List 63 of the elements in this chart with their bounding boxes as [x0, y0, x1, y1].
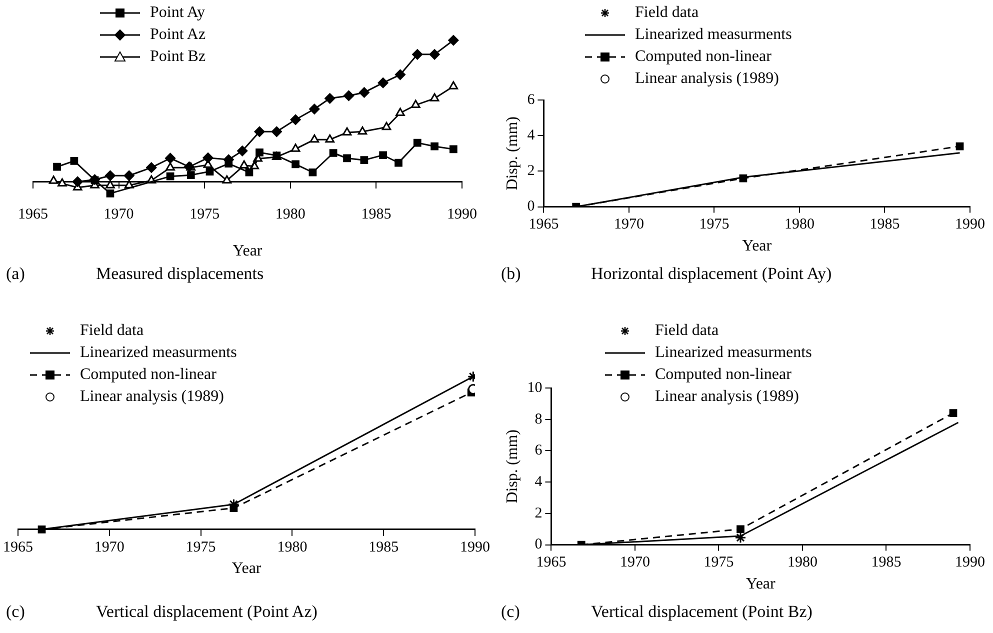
text: Vertical displacement (Point Bz) [591, 602, 812, 622]
y-tick-label: 4 [534, 474, 543, 490]
legend-label: Computed non-linear [655, 365, 792, 385]
x-tick-label: 1970 [614, 216, 644, 233]
y-axis-title: Disp. (mm) [504, 430, 521, 504]
x-tick-label: 1985 [870, 216, 900, 233]
x-tick-label: 1965 [18, 206, 48, 223]
y-tick-label: 10 [527, 380, 542, 396]
legend-label: Linearized measurments [655, 343, 812, 363]
x-tick-label: 1985 [361, 206, 392, 223]
text: Horizontal displacement (Point Ay) [591, 264, 832, 284]
legend-label: Point Ay [150, 3, 205, 23]
legend-label: Field data [655, 321, 719, 341]
x-tick-label: 1990 [955, 216, 985, 233]
x-tick-label: 1990 [955, 554, 985, 571]
legend-label: Computed non-linear [635, 47, 772, 67]
x-tick-label: 1970 [94, 539, 124, 556]
y-tick-label: 4 [527, 128, 536, 144]
x-tick-label: 1965 [528, 216, 559, 233]
x-tick-label: 1965 [3, 539, 33, 556]
x-tick-label: 1980 [277, 539, 308, 556]
x-axis-title: Year [232, 560, 262, 578]
x-tick-label: 1975 [699, 216, 730, 233]
legend-label: Point Bz [150, 47, 206, 67]
x-tick-label: 1990 [460, 539, 490, 556]
x-tick-label: 1985 [871, 554, 902, 571]
legend-label: Linearized measurments [80, 343, 237, 363]
y-tick-label: 0 [534, 536, 542, 553]
x-tick-label: 1980 [784, 216, 814, 233]
y-tick-label: 0 [527, 198, 535, 215]
legend-label: Computed non-linear [80, 365, 216, 385]
legend-label: Point Az [150, 25, 206, 45]
y-tick-label: 2 [527, 163, 535, 180]
text: (b) [501, 264, 521, 283]
x-tick-label: 1970 [104, 206, 134, 223]
text: (a) [6, 264, 25, 283]
x-tick-label: 1965 [536, 554, 566, 571]
y-tick-label: 6 [534, 442, 543, 459]
x-axis-title: Year [746, 576, 776, 593]
legend-label: Linear analysis (1989) [655, 387, 799, 407]
y-tick-label: 2 [534, 505, 542, 522]
legend-label: Field data [80, 321, 144, 341]
x-tick-label: 1975 [190, 206, 220, 223]
y-tick-label: 6 [527, 92, 536, 108]
legend-label: Linearized measurments [635, 25, 792, 45]
text: (c) [6, 602, 25, 621]
legend-label: Linear analysis (1989) [635, 69, 779, 89]
text: (c) [501, 602, 520, 621]
x-axis-title: Year [742, 238, 772, 255]
y-axis-title: Disp. (mm) [504, 116, 521, 190]
text: Vertical displacement (Point Az) [96, 602, 318, 622]
x-tick-label: 1975 [186, 539, 216, 556]
legend-label: Field data [635, 3, 699, 23]
legend-label: Linear analysis (1989) [80, 387, 224, 407]
x-tick-label: 1975 [704, 554, 734, 571]
x-tick-label: 1980 [275, 206, 306, 223]
x-tick-label: 1980 [787, 554, 818, 571]
x-tick-label: 1985 [368, 539, 399, 556]
x-tick-label: 1990 [447, 206, 477, 223]
x-axis-title: Year [232, 242, 263, 260]
y-tick-label: 8 [534, 411, 542, 428]
text: Measured displacements [96, 264, 264, 284]
x-tick-label: 1970 [620, 554, 650, 571]
